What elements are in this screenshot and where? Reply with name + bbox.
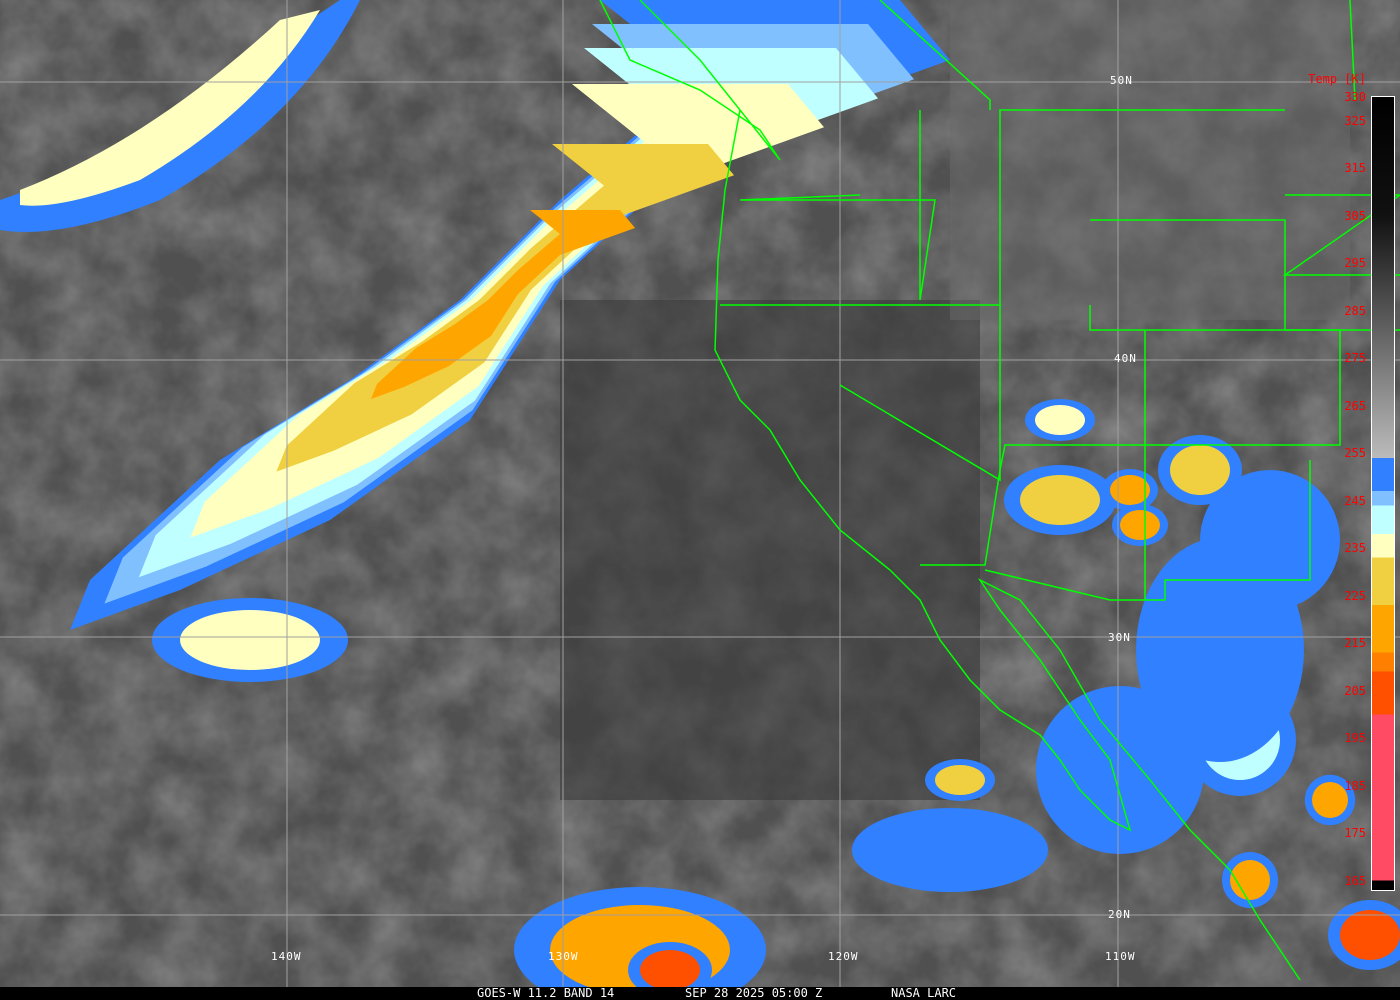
colorbar-tick: 265 xyxy=(1344,398,1366,413)
cloud-cell xyxy=(1312,782,1348,818)
coastline-bc xyxy=(599,0,781,161)
colorbar-tick: 205 xyxy=(1344,683,1366,698)
cloud-cell xyxy=(1110,475,1150,505)
border-or-ca-nv xyxy=(720,109,1285,306)
cloud-cell xyxy=(1120,510,1160,540)
colorbar-tick: 185 xyxy=(1344,778,1366,793)
cloud-band xyxy=(371,210,635,399)
footer-credit: NASA LARC xyxy=(891,986,957,1000)
cloud-cell xyxy=(1035,405,1085,435)
lat-label-20n: 20N xyxy=(1108,908,1131,921)
lon-label-110w: 110W xyxy=(1105,950,1136,963)
lon-label-130w: 130W xyxy=(548,950,579,963)
border-plains xyxy=(1282,194,1400,276)
clear-ocean xyxy=(560,300,980,800)
cloud-cell xyxy=(880,820,1020,880)
footer-band: GOES-W 11.2 BAND 14 xyxy=(477,986,615,1000)
cloud-cell xyxy=(180,610,320,670)
colorbar-tick: 255 xyxy=(1344,446,1366,461)
cloud-cell xyxy=(1230,860,1270,900)
colorbar-tick: 295 xyxy=(1344,256,1366,271)
colorbar-title: Temp [K] xyxy=(1308,72,1366,86)
coastline xyxy=(714,109,1301,981)
footer-datetime: SEP 28 2025 05:00 Z xyxy=(685,986,823,1000)
cloud-cell xyxy=(1340,910,1400,960)
lat-label-30n: 30N xyxy=(1108,631,1131,644)
colorbar-tick: 325 xyxy=(1344,113,1366,128)
colorbar-tick: 245 xyxy=(1344,493,1366,508)
colorbar-tick: 225 xyxy=(1344,588,1366,603)
colorbar-tick: 215 xyxy=(1344,636,1366,651)
colorbar-tick: 285 xyxy=(1344,303,1366,318)
border-southwest xyxy=(920,305,1341,566)
border-id xyxy=(739,110,936,301)
colorbar-tick: 235 xyxy=(1344,541,1366,556)
colorbar-tick: 175 xyxy=(1344,826,1366,841)
footer-bar: GOES-W 11.2 BAND 14 SEP 28 2025 05:00 Z NA… xyxy=(0,987,1400,1000)
cloud-cell xyxy=(1170,445,1230,495)
cloud-cell xyxy=(1220,490,1320,590)
colorbar-tick: 195 xyxy=(1344,731,1366,746)
cloud-nw-core xyxy=(20,10,320,206)
border-canada xyxy=(879,0,991,110)
cloud-cell xyxy=(640,950,700,990)
lon-label-140w: 140W xyxy=(271,950,302,963)
border-ca-nv xyxy=(839,305,1001,482)
colorbar-tick: 315 xyxy=(1344,161,1366,176)
lat-label-50n: 50N xyxy=(1110,74,1133,87)
border-mt xyxy=(1349,0,1356,101)
colorbar-tick: 275 xyxy=(1344,351,1366,366)
cloud-cell xyxy=(935,765,985,795)
lon-label-120w: 120W xyxy=(828,950,859,963)
colorbar-tick: 305 xyxy=(1344,208,1366,223)
colorbar-tick: 330 xyxy=(1344,90,1366,104)
land-warm xyxy=(950,0,1350,320)
cloud-cell xyxy=(1020,475,1100,525)
colorbar xyxy=(1371,96,1395,891)
lat-label-40n: 40N xyxy=(1114,352,1137,365)
colorbar-tick: 165 xyxy=(1344,873,1366,888)
cloud-cell xyxy=(1160,570,1280,730)
border-us-mexico xyxy=(984,460,1311,601)
